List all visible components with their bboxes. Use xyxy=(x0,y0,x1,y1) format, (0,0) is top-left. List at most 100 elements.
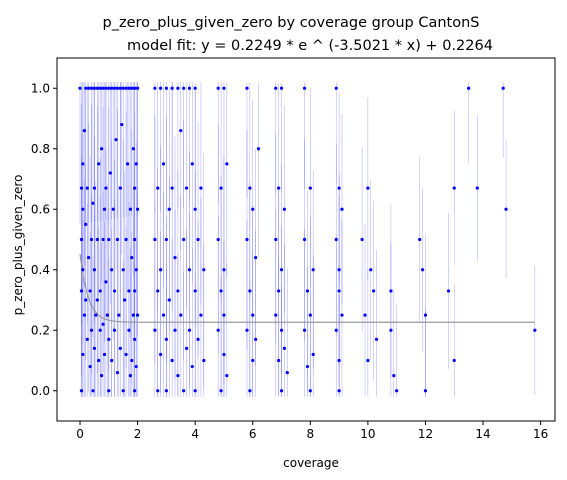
data-point-76 xyxy=(124,352,128,357)
data-point-157 xyxy=(225,162,229,166)
data-point-30 xyxy=(95,86,99,90)
data-point-31 xyxy=(95,237,99,242)
data-point-161 xyxy=(245,328,249,332)
data-point-180 xyxy=(279,389,284,393)
data-point-127 xyxy=(182,86,186,90)
data-point-144 xyxy=(199,186,203,190)
data-point-115 xyxy=(167,207,171,211)
data-point-103 xyxy=(156,186,160,190)
data-point-116 xyxy=(167,298,171,302)
data-point-21 xyxy=(89,237,94,242)
data-point-48 xyxy=(105,313,109,317)
data-point-56 xyxy=(110,358,114,363)
data-point-220 xyxy=(452,186,456,190)
fit-layer xyxy=(79,254,535,323)
data-point-82 xyxy=(128,374,133,378)
data-point-186 xyxy=(302,328,307,332)
data-point-39 xyxy=(100,374,104,378)
data-point-15 xyxy=(85,337,89,341)
data-point-129 xyxy=(182,389,186,393)
data-point-34 xyxy=(97,358,101,363)
data-point-87 xyxy=(131,313,135,317)
x-tick-label-5: 10 xyxy=(360,427,375,441)
data-point-176 xyxy=(277,358,281,363)
data-point-166 xyxy=(251,313,255,317)
data-point-83 xyxy=(130,86,134,90)
x-tick-label-4: 8 xyxy=(306,427,314,441)
data-point-195 xyxy=(334,237,338,242)
data-point-150 xyxy=(219,186,223,190)
x-tick-label-7: 14 xyxy=(475,427,490,441)
data-point-217 xyxy=(423,313,428,317)
data-point-137 xyxy=(193,86,197,90)
data-point-226 xyxy=(533,328,537,332)
data-point-55 xyxy=(110,268,114,272)
data-point-181 xyxy=(282,207,287,211)
y-tick-label-3: 0.6 xyxy=(31,202,50,216)
data-point-128 xyxy=(182,237,186,242)
data-point-10 xyxy=(82,313,86,317)
data-point-212 xyxy=(389,328,393,332)
data-point-168 xyxy=(254,256,258,260)
points-layer xyxy=(78,86,537,393)
data-point-173 xyxy=(274,313,278,317)
data-point-149 xyxy=(216,328,220,332)
data-point-209 xyxy=(372,289,376,293)
data-point-158 xyxy=(225,374,229,378)
data-point-102 xyxy=(153,328,157,332)
data-point-142 xyxy=(196,337,200,341)
x-axis-label: coverage xyxy=(283,456,339,470)
data-point-172 xyxy=(274,237,278,242)
data-point-219 xyxy=(446,289,451,293)
y-axis-ticks: 0.0 0.2 0.4 0.6 0.8 1.0 xyxy=(31,81,57,398)
data-point-14 xyxy=(85,186,89,190)
data-point-202 xyxy=(340,313,344,317)
data-point-32 xyxy=(95,298,99,302)
data-point-210 xyxy=(374,337,379,341)
data-point-192 xyxy=(311,268,315,272)
data-point-147 xyxy=(216,86,220,90)
plot-frame xyxy=(56,57,556,422)
data-point-7 xyxy=(81,268,85,272)
data-point-85 xyxy=(130,358,134,363)
data-point-67 xyxy=(118,186,122,190)
data-point-130 xyxy=(184,186,189,190)
data-point-224 xyxy=(501,86,505,90)
data-point-63 xyxy=(115,237,120,242)
data-point-122 xyxy=(176,86,180,90)
data-point-200 xyxy=(337,358,341,363)
data-point-60 xyxy=(112,328,117,332)
data-point-154 xyxy=(222,268,226,272)
data-point-164 xyxy=(248,389,252,393)
data-point-126 xyxy=(179,313,183,317)
data-point-54 xyxy=(110,86,114,90)
data-point-194 xyxy=(334,86,338,90)
data-point-46 xyxy=(104,186,108,190)
data-point-41 xyxy=(101,237,105,242)
data-point-225 xyxy=(504,207,508,211)
data-point-207 xyxy=(366,358,370,363)
data-point-64 xyxy=(115,371,120,375)
data-point-193 xyxy=(311,352,315,357)
x-tick-label-6: 12 xyxy=(418,427,433,441)
data-point-37 xyxy=(98,328,102,332)
data-point-29 xyxy=(94,313,98,317)
y-tick-label-2: 0.4 xyxy=(31,263,50,277)
data-point-96 xyxy=(134,364,138,369)
data-point-95 xyxy=(134,268,138,272)
data-point-18 xyxy=(88,289,92,293)
data-point-203 xyxy=(340,207,344,211)
data-point-174 xyxy=(277,186,281,190)
data-point-0 xyxy=(78,86,82,90)
data-point-27 xyxy=(92,268,97,272)
data-point-104 xyxy=(156,289,160,293)
data-point-223 xyxy=(475,186,479,190)
y-tick-label-4: 0.8 xyxy=(31,142,50,156)
y-axis-label: p_zero_plus_given_zero xyxy=(11,175,25,316)
data-point-119 xyxy=(170,358,174,363)
data-point-136 xyxy=(190,364,194,369)
data-point-57 xyxy=(111,207,115,211)
data-point-117 xyxy=(170,86,174,90)
fit-curve xyxy=(79,254,535,323)
data-point-44 xyxy=(102,352,107,357)
